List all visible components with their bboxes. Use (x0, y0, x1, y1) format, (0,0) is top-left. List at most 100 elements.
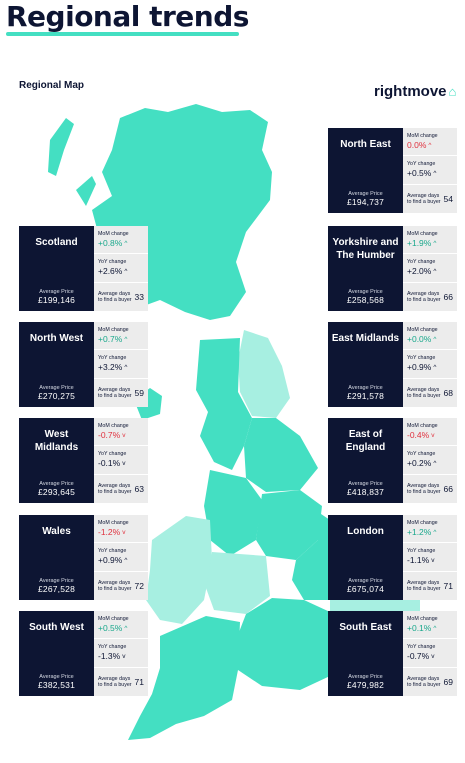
days-cell: Average days to find a buyer 59 (94, 378, 148, 407)
days-cell: Average days to find a buyer 71 (403, 571, 457, 600)
region-name-panel: East Midlands Average Price £291,578 (328, 322, 403, 407)
region-card-south-west: South West Average Price £382,531 MoM chang… (19, 611, 148, 696)
price-box: Average Price £194,737 (347, 191, 384, 207)
region-name-panel: South East Average Price £479,982 (328, 611, 403, 696)
mom-label: MoM change (407, 423, 438, 430)
yoy-cell: YoY change -0.1% v (94, 446, 148, 475)
region-stats: MoM change +0.5% ^ YoY change -1.3% v Average … (94, 611, 148, 696)
region-card-east-midlands: East Midlands Average Price £291,578 MoM ch… (328, 322, 457, 407)
avg-price-value: £293,645 (37, 487, 76, 497)
yoy-value: -0.1% v (98, 458, 148, 468)
chevron-up-icon: ^ (433, 528, 437, 536)
chevron-down-icon: v (122, 431, 126, 439)
region-name: London (347, 526, 384, 537)
yoy-label: YoY change (98, 259, 127, 266)
yoy-cell: YoY change +0.9% ^ (403, 350, 457, 379)
avg-price-label: Average Price (39, 289, 74, 295)
map-subtitle: Regional Map (19, 80, 85, 91)
region-name: Scotland (35, 237, 78, 248)
yoy-label: YoY change (407, 161, 436, 168)
brand-logo: rightmove ⌂ (374, 83, 456, 100)
days-value: 54 (443, 193, 453, 204)
mom-label: MoM change (407, 327, 438, 334)
map-region-london (330, 596, 420, 612)
mom-label: MoM change (98, 327, 129, 334)
mom-value-text: +0.1% (407, 623, 432, 634)
mom-value-text: +1.9% (407, 238, 432, 249)
yoy-value-text: -1.1% (407, 555, 430, 566)
brand-name: rightmove (374, 83, 447, 100)
region-card-north-east: North East Average Price £194,737 MoM chang… (328, 128, 457, 213)
price-box: Average Price £270,275 (38, 385, 75, 401)
days-value: 66 (443, 483, 453, 494)
region-name: North East (340, 139, 391, 150)
days-value: 72 (134, 580, 144, 591)
map-region-midlands-light (206, 552, 270, 614)
region-card-scotland: Scotland Average Price £199,146 MoM change +… (19, 226, 148, 311)
map-region-south-east (236, 598, 330, 690)
yoy-cell: YoY change +0.9% ^ (94, 543, 148, 572)
yoy-value-text: +2.0% (407, 266, 432, 277)
days-label: Average days to find a buyer (407, 579, 441, 592)
mom-label: MoM change (407, 133, 438, 140)
yoy-cell: YoY change +2.6% ^ (94, 254, 148, 283)
chevron-up-icon: ^ (124, 239, 128, 247)
region-stats: MoM change -1.2% v YoY change +0.9% ^ Average … (94, 515, 148, 600)
chevron-down-icon: v (431, 556, 435, 564)
mom-cell: MoM change -1.2% v (94, 515, 148, 544)
avg-price-label: Average Price (348, 289, 383, 295)
yoy-cell: YoY change -1.3% v (94, 639, 148, 668)
days-value: 63 (134, 483, 144, 494)
price-box: Average Price £258,568 (347, 289, 384, 305)
region-name-panel: West Midlands Average Price £293,645 (19, 418, 94, 503)
yoy-value: +0.9% ^ (407, 362, 457, 372)
avg-price-label: Average Price (348, 385, 383, 391)
mom-cell: MoM change 0.0% ^ (403, 128, 457, 157)
chevron-up-icon: ^ (124, 556, 128, 564)
mom-cell: MoM change -0.7% v (94, 418, 148, 447)
yoy-value: +0.5% ^ (407, 168, 457, 178)
avg-price-label: Average Price (348, 481, 383, 487)
mom-value: +0.1% ^ (407, 623, 457, 633)
days-label: Average days to find a buyer (407, 482, 441, 495)
yoy-cell: YoY change +2.0% ^ (403, 254, 457, 283)
price-box: Average Price £199,146 (38, 289, 75, 305)
avg-price-label: Average Price (39, 385, 74, 391)
region-name: Yorkshire and The Humber (332, 237, 399, 261)
region-name: South East (339, 622, 392, 633)
chevron-down-icon: v (122, 652, 126, 660)
yoy-label: YoY change (407, 259, 436, 266)
days-cell: Average days to find a buyer 63 (94, 474, 148, 503)
mom-cell: MoM change +1.2% ^ (403, 515, 457, 544)
yoy-label: YoY change (98, 644, 127, 651)
house-icon: ⌂ (448, 84, 457, 99)
avg-price-value: £267,528 (37, 584, 76, 594)
yoy-value: -1.3% v (98, 651, 148, 661)
mom-label: MoM change (407, 231, 438, 238)
mom-cell: MoM change +1.9% ^ (403, 226, 457, 255)
chevron-up-icon: ^ (433, 267, 437, 275)
days-label: Average days to find a buyer (407, 675, 441, 688)
region-stats: MoM change +0.7% ^ YoY change +3.2% ^ Average … (94, 322, 148, 407)
mom-value: +1.9% ^ (407, 238, 457, 248)
yoy-label: YoY change (407, 548, 436, 555)
map-region-yorkshire (244, 418, 318, 492)
days-cell: Average days to find a buyer 54 (403, 184, 457, 213)
yoy-label: YoY change (98, 451, 127, 458)
mom-value: -1.2% v (98, 527, 148, 537)
yoy-label: YoY change (407, 355, 436, 362)
mom-value: +0.8% ^ (98, 238, 148, 248)
days-cell: Average days to find a buyer 72 (94, 571, 148, 600)
mom-label: MoM change (98, 616, 129, 623)
region-card-wales: Wales Average Price £267,528 MoM change -1.2… (19, 515, 148, 600)
map-region-north-east (238, 330, 290, 418)
yoy-label: YoY change (407, 451, 436, 458)
map-region-north-west (196, 338, 252, 470)
yoy-cell: YoY change -1.1% v (403, 543, 457, 572)
yoy-value: -0.7% v (407, 651, 457, 661)
mom-label: MoM change (98, 423, 129, 430)
mom-value-text: +0.0% (407, 334, 432, 345)
mom-value-text: +0.7% (98, 334, 123, 345)
mom-value-text: -1.2% (98, 527, 121, 538)
